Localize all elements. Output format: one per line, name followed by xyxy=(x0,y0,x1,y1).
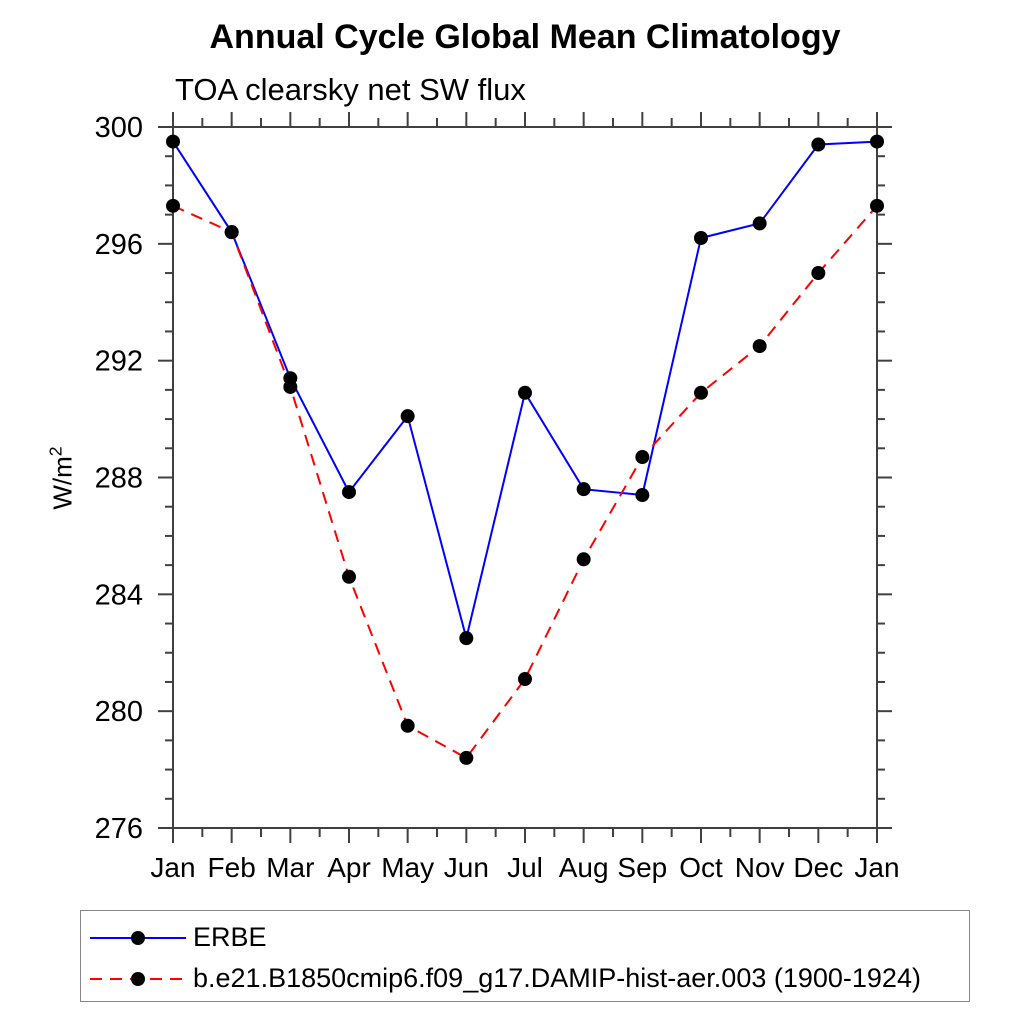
x-tick-label: Apr xyxy=(327,852,371,883)
series-0-marker xyxy=(166,134,180,149)
series-0-marker xyxy=(459,631,474,646)
series-1-marker xyxy=(342,569,356,584)
series-1-marker xyxy=(518,672,532,687)
x-tick-label: Feb xyxy=(208,852,256,883)
y-tick-label: 276 xyxy=(95,813,143,845)
series-1-marker xyxy=(459,750,474,765)
series-0-marker xyxy=(635,488,650,503)
series-1-marker xyxy=(400,718,415,733)
chart-subtitle: TOA clearsky net SW flux xyxy=(175,72,526,107)
series-0-marker xyxy=(576,482,591,497)
series-1-marker xyxy=(811,266,826,281)
series-1-marker xyxy=(870,198,884,213)
series-1-marker xyxy=(694,385,708,400)
y-tick-label: 300 xyxy=(95,112,143,144)
legend-sample-erbe-line xyxy=(90,930,186,945)
series-1-marker xyxy=(635,450,650,465)
y-tick-label: 296 xyxy=(95,229,143,261)
series-1-marker xyxy=(283,379,298,394)
legend-box: ERBE b.e21.B1850cmip6.f09_g17.DAMIP-hist… xyxy=(80,910,970,1002)
series-0-marker xyxy=(400,409,415,424)
x-tick-label: Oct xyxy=(679,852,723,883)
x-tick-label: Jun xyxy=(444,852,489,883)
x-tick-label: Mar xyxy=(266,852,314,883)
legend-row-model: b.e21.B1850cmip6.f09_g17.DAMIP-hist-aer.… xyxy=(88,958,969,999)
series-1-marker xyxy=(224,225,239,240)
y-tick-label: 284 xyxy=(95,579,143,611)
legend-erbe-marker-icon xyxy=(131,930,145,945)
series-0-marker xyxy=(694,230,708,245)
x-tick-label: Nov xyxy=(735,852,785,883)
legend-label-model: b.e21.B1850cmip6.f09_g17.DAMIP-hist-aer.… xyxy=(193,963,921,993)
series-0-marker xyxy=(518,385,532,400)
series-0-marker xyxy=(811,137,826,152)
x-tick-label: Sep xyxy=(617,852,667,883)
legend-row-erbe: ERBE xyxy=(88,917,969,958)
x-tick-label: Jan xyxy=(150,852,195,883)
series-1-marker xyxy=(576,552,591,567)
x-tick-label: Jul xyxy=(507,852,543,883)
legend-model-marker-icon xyxy=(131,971,145,986)
y-tick-label: 292 xyxy=(95,346,143,378)
x-tick-label: Aug xyxy=(559,852,609,883)
y-tick-label: 280 xyxy=(95,696,143,728)
x-tick-label: Jan xyxy=(854,852,899,883)
y-tick-label: 288 xyxy=(95,463,143,495)
x-tick-label: Dec xyxy=(793,852,843,883)
series-1-marker xyxy=(752,339,767,354)
chart-title: Annual Cycle Global Mean Climatology xyxy=(209,18,841,56)
plot-frame xyxy=(172,126,878,829)
series-0-marker xyxy=(752,216,767,231)
legend-label-erbe: ERBE xyxy=(193,922,267,952)
legend-sample-model-line xyxy=(90,971,186,986)
x-tick-label: May xyxy=(381,852,434,883)
series-0-marker xyxy=(870,134,884,149)
series-1-marker xyxy=(166,198,180,213)
series-0-marker xyxy=(342,485,356,500)
